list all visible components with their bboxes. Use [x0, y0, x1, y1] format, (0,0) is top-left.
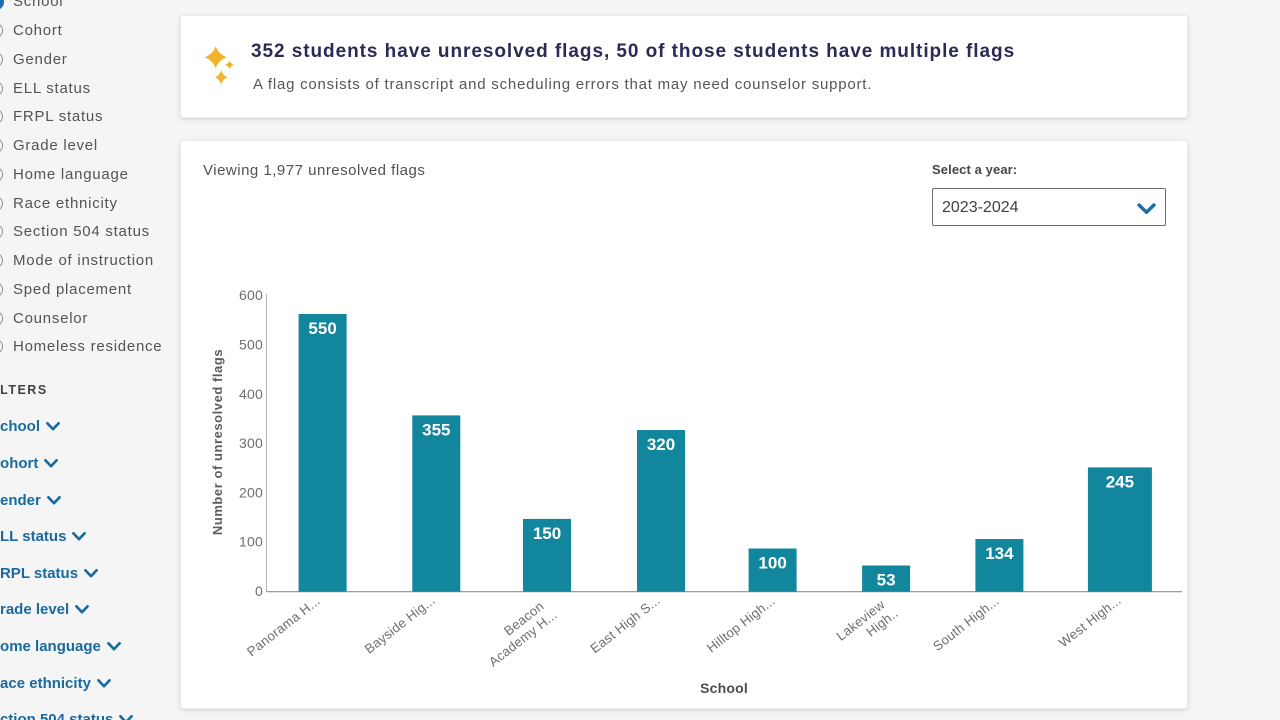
svg-text:100: 100: [758, 554, 786, 573]
svg-text:Bayside Hig...: Bayside Hig...: [362, 593, 438, 657]
svg-text:400: 400: [239, 386, 263, 402]
svg-text:600: 600: [239, 287, 263, 303]
svg-text:550: 550: [308, 319, 336, 338]
svg-text:South High...: South High...: [930, 593, 1002, 654]
svg-text:134: 134: [985, 544, 1014, 563]
svg-text:Number of unresolved flags: Number of unresolved flags: [210, 349, 225, 535]
svg-text:245: 245: [1106, 472, 1134, 491]
svg-text:Panorama H...: Panorama H...: [244, 593, 323, 659]
svg-text:BeaconAcademy H...: BeaconAcademy H...: [477, 595, 560, 669]
svg-text:300: 300: [239, 435, 263, 451]
svg-text:East High S...: East High S...: [587, 593, 663, 657]
svg-text:Hilltop High...: Hilltop High...: [704, 593, 778, 655]
svg-text:100: 100: [239, 534, 263, 550]
svg-text:355: 355: [422, 420, 450, 439]
svg-text:West High...: West High...: [1056, 593, 1124, 651]
svg-text:0: 0: [255, 583, 263, 599]
svg-text:School: School: [700, 680, 748, 696]
svg-text:150: 150: [533, 524, 561, 543]
svg-text:LakeviewHigh..: LakeviewHigh..: [834, 594, 901, 656]
svg-text:500: 500: [239, 337, 263, 353]
svg-text:53: 53: [877, 571, 896, 590]
svg-text:320: 320: [647, 435, 675, 454]
svg-text:200: 200: [239, 484, 263, 500]
